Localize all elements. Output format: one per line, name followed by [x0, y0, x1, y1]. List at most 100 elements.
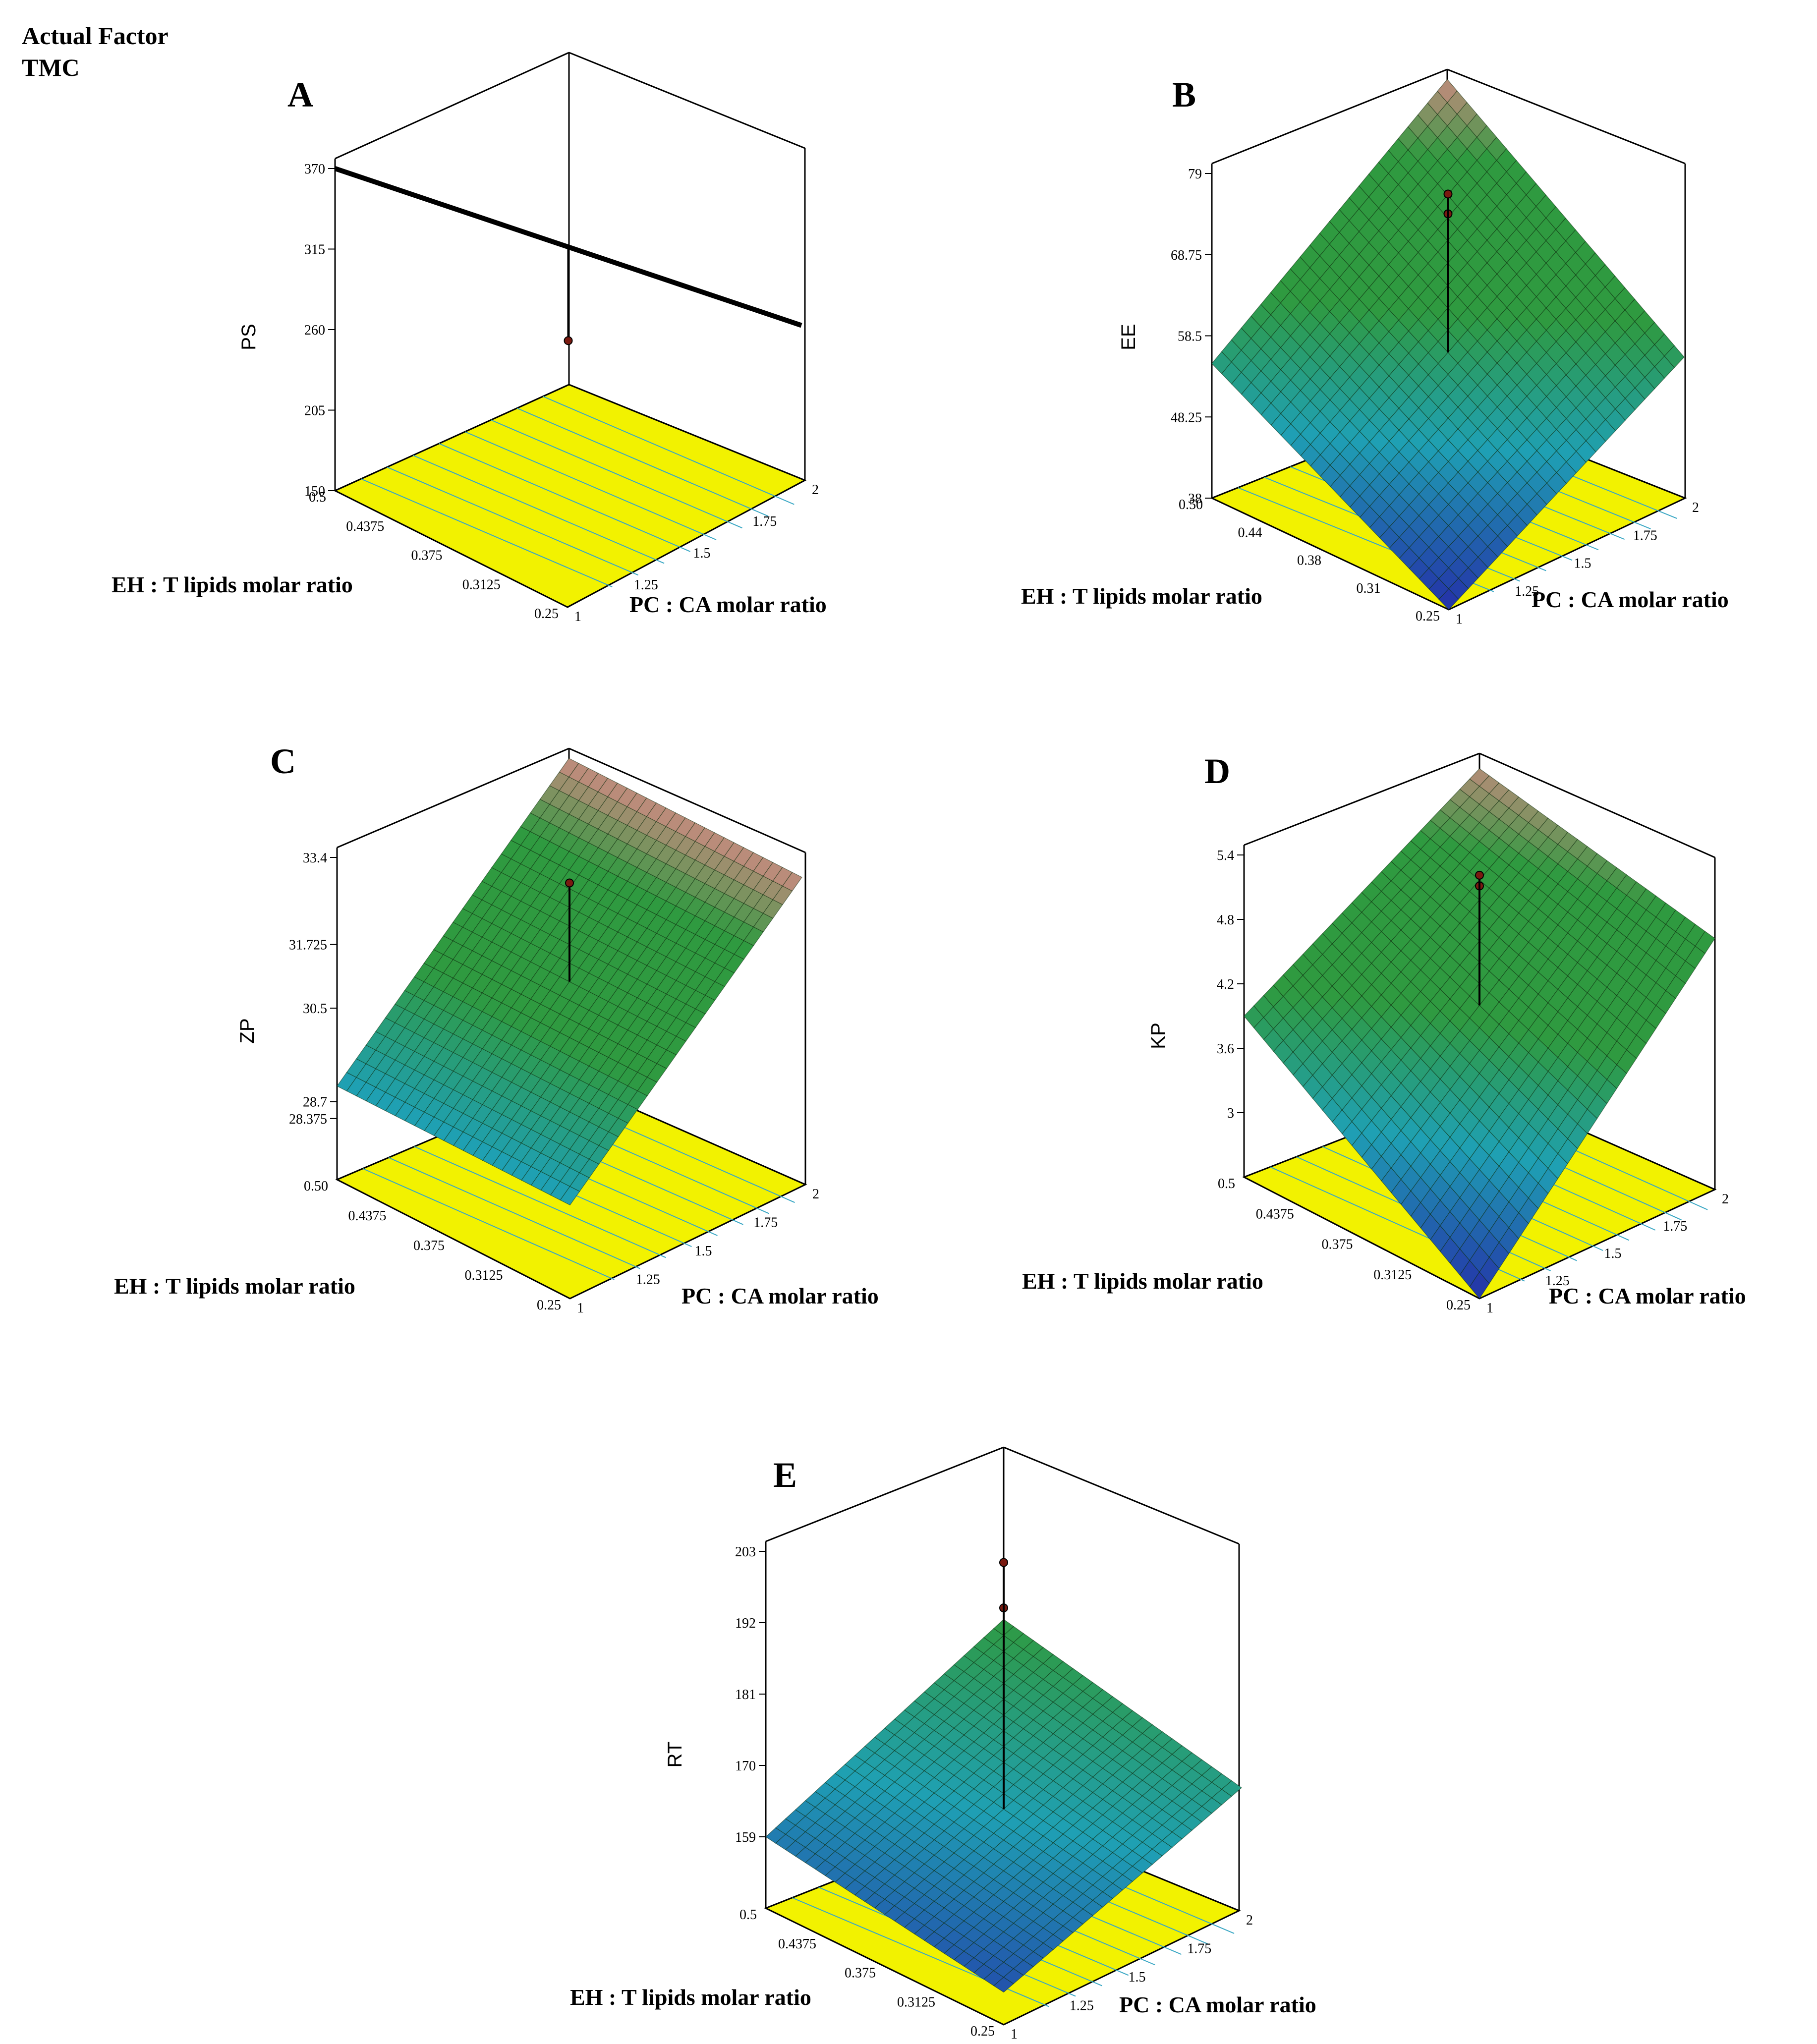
- y-tick-label: 1.25: [1545, 1273, 1570, 1289]
- surface-cell: [1695, 931, 1715, 954]
- response-surface: [1244, 768, 1715, 1300]
- x-tick-label: 0.4375: [1256, 1206, 1294, 1222]
- y-axis-title: PC : CA molar ratio: [1532, 587, 1729, 612]
- y-axis-title: PC : CA molar ratio: [1119, 1992, 1316, 2017]
- z-tick-label: 3.6: [1217, 1041, 1234, 1057]
- z-tick-label: 192: [735, 1616, 756, 1631]
- x-tick-label: 0.375: [1322, 1237, 1353, 1252]
- design-point: [564, 336, 573, 345]
- x-tick-label: 0.38: [1297, 553, 1321, 568]
- surface-cell: [1664, 345, 1685, 368]
- floor-contour-line: [412, 454, 665, 564]
- panel-letter: D: [1204, 751, 1230, 791]
- x-axis-title: EH : T lipids molar ratio: [114, 1273, 355, 1299]
- design-point: [1475, 870, 1484, 880]
- frame-top-right-edge: [568, 52, 805, 149]
- y-tick-label: 2: [812, 482, 819, 498]
- floor-contour-line: [464, 431, 717, 540]
- x-axis-title: EH : T lipids molar ratio: [1022, 1268, 1263, 1294]
- x-tick-label: 0.4375: [348, 1208, 387, 1224]
- frame-top-left-edge: [1211, 68, 1448, 165]
- y-tick-label: 1: [1011, 2027, 1018, 2042]
- z-tick-label: 370: [304, 162, 325, 177]
- z-tick-label: 170: [735, 1759, 756, 1774]
- y-tick-label: 1.5: [1574, 556, 1591, 571]
- x-tick-label: 0.25: [1416, 609, 1440, 624]
- y-tick-label: 2: [1246, 1913, 1253, 1928]
- frame-top-left-edge: [1244, 752, 1480, 846]
- actual-factor-name: TMC: [22, 54, 80, 81]
- y-tick-label: 1: [577, 1301, 584, 1316]
- design-point: [999, 1558, 1008, 1567]
- x-tick-label: 0.50: [304, 1179, 328, 1194]
- panel-letter: B: [1172, 75, 1196, 114]
- y-tick-label: 1.75: [1633, 528, 1657, 543]
- panel-A: 150 205 260 315 370 0.5 0.4375 0.375 0.3125 0.25 1…: [112, 52, 827, 625]
- y-tick-label: 1: [1456, 612, 1463, 627]
- panel-letter: C: [270, 741, 296, 781]
- z-tick-label: 28.375: [289, 1112, 327, 1127]
- x-tick-label: 0.44: [1238, 525, 1262, 540]
- z-tick-label: 30.5: [303, 1001, 327, 1017]
- y-tick-label: 1.75: [1663, 1219, 1687, 1234]
- z-axis-title: RT: [664, 1742, 686, 1768]
- z-tick-label: 315: [304, 242, 325, 258]
- floor-contour-line: [388, 1157, 640, 1269]
- y-tick-label: 1.75: [753, 1215, 778, 1231]
- z-tick-label: 150: [304, 484, 325, 499]
- panel-D: 3 3.6 4.2 4.8 5.4 0.5 0.4375 0.375 0.3125 0.25 1 1.…: [1022, 751, 1746, 1316]
- y-tick-label: 1.5: [1129, 1970, 1146, 1985]
- y-axis-title: PC : CA molar ratio: [681, 1283, 879, 1308]
- floor-contour-line: [387, 466, 639, 576]
- frame-top-right-edge: [1003, 1446, 1240, 1545]
- panel-letter: E: [773, 1455, 797, 1495]
- x-tick-label: 0.50: [1179, 497, 1203, 512]
- x-tick-label: 0.375: [411, 548, 443, 564]
- x-tick-label: 0.25: [537, 1298, 561, 1313]
- frame-top-left-edge: [337, 747, 569, 849]
- y-tick-label: 1: [574, 609, 581, 625]
- x-tick-label: 0.5: [309, 490, 326, 505]
- z-tick-label: 68.75: [1171, 248, 1202, 263]
- z-tick-label: 4.2: [1217, 977, 1234, 992]
- y-tick-label: 1.75: [1187, 1941, 1211, 1957]
- floor-contour-line: [491, 419, 742, 529]
- y-tick-label: 1.25: [1070, 1998, 1094, 2014]
- x-tick-label: 0.4375: [346, 519, 384, 534]
- floor-contour-line: [439, 443, 690, 552]
- y-tick-label: 1.25: [636, 1272, 660, 1288]
- z-tick-label: 159: [735, 1830, 756, 1845]
- z-tick-label: 58.5: [1178, 329, 1202, 344]
- z-axis-title: EE: [1118, 324, 1139, 350]
- x-tick-label: 0.25: [1446, 1298, 1471, 1313]
- x-tick-label: 0.31: [1357, 581, 1381, 596]
- x-tick-label: 0.375: [845, 1966, 876, 1981]
- y-tick-label: 1.25: [1515, 584, 1539, 599]
- y-tick-label: 1.5: [1604, 1246, 1622, 1261]
- y-tick-label: 2: [1722, 1192, 1729, 1207]
- design-point: [1443, 189, 1453, 199]
- surface-cell: [1221, 1780, 1242, 1797]
- surface-cell: [782, 872, 802, 892]
- z-tick-label: 3: [1227, 1106, 1234, 1121]
- x-tick-label: 0.3125: [465, 1268, 503, 1283]
- floor-contour-line: [543, 396, 795, 505]
- z-axis-title: ZP: [236, 1018, 258, 1043]
- x-tick-label: 0.4375: [778, 1936, 816, 1952]
- x-tick-label: 0.3125: [462, 577, 501, 592]
- y-tick-label: 1.25: [634, 577, 658, 593]
- response-surface: [1211, 79, 1685, 610]
- x-tick-label: 0.5: [1218, 1176, 1235, 1192]
- y-tick-label: 1.75: [752, 514, 777, 529]
- z-tick-label: 28.7: [303, 1095, 327, 1110]
- z-tick-label: 33.4: [303, 851, 327, 866]
- z-tick-label: 181: [735, 1687, 756, 1703]
- y-tick-label: 1.5: [693, 546, 711, 561]
- x-axis-title: EH : T lipids molar ratio: [570, 1985, 811, 2010]
- z-axis-title: KP: [1147, 1022, 1169, 1049]
- z-tick-label: 48.25: [1171, 410, 1202, 425]
- z-tick-label: 205: [304, 403, 325, 419]
- y-tick-label: 1.5: [695, 1244, 712, 1259]
